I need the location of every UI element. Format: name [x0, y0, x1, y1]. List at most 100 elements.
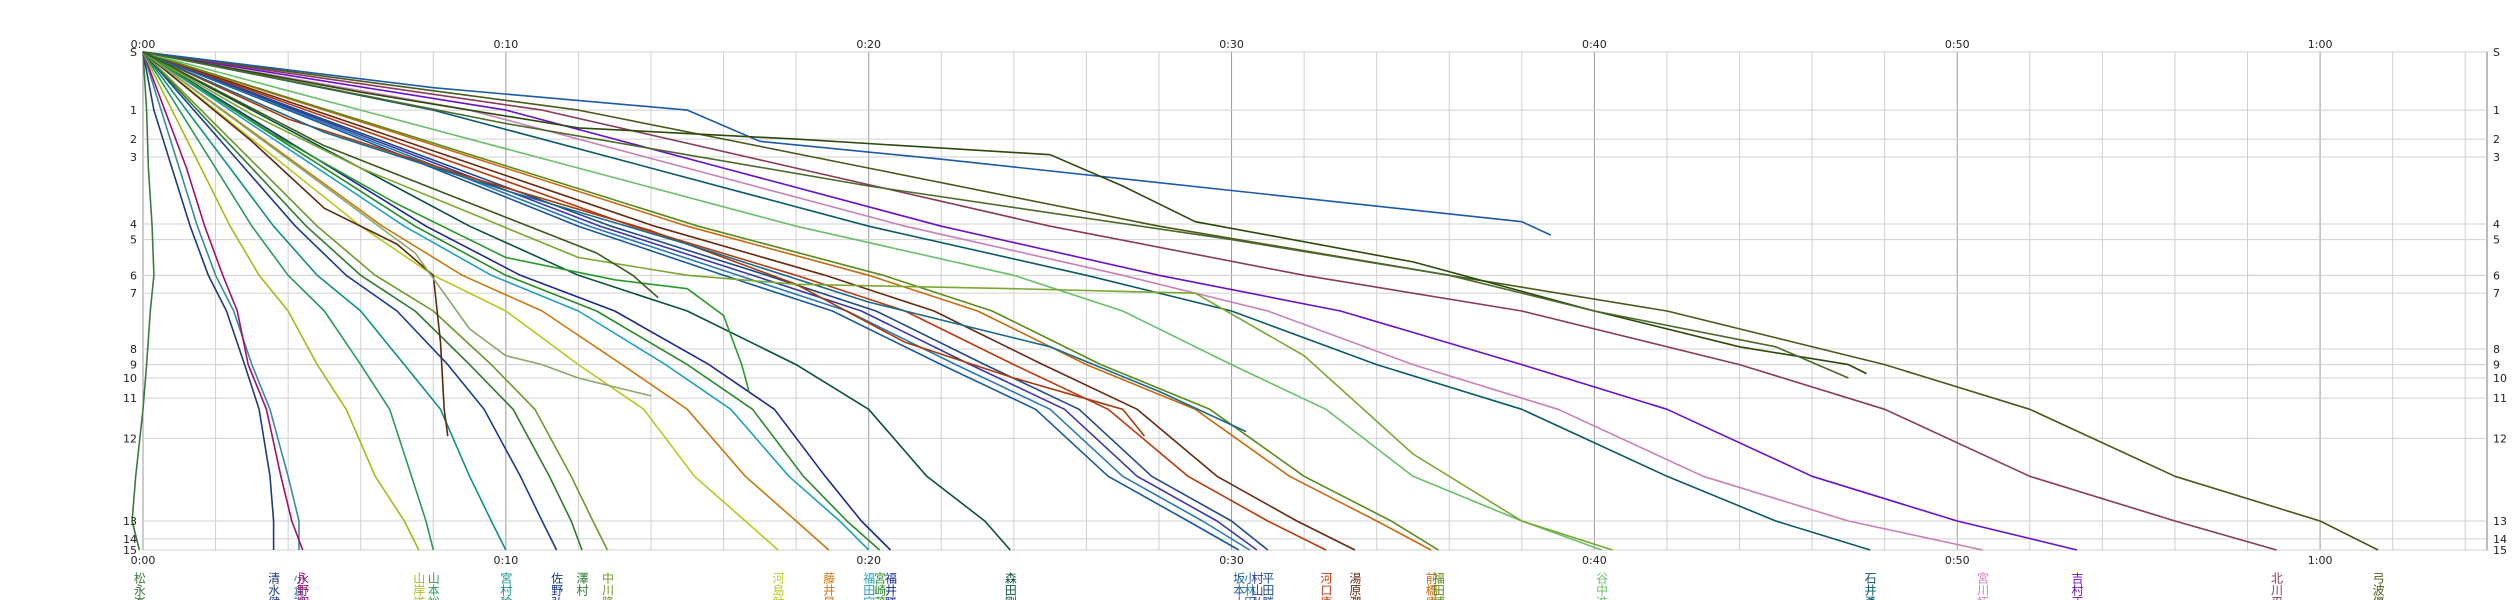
- series-line: [142, 51, 275, 550]
- series-line: [142, 51, 1247, 433]
- series-line: [142, 51, 779, 551]
- y-tick-label-left: 14: [123, 533, 137, 546]
- series-line: [142, 51, 449, 437]
- runner-label: 清水健: [267, 572, 281, 600]
- series-line: [142, 51, 1240, 551]
- series-line: [142, 51, 507, 551]
- y-tick-label-right: 3: [2493, 151, 2500, 164]
- y-tick-label-right: 9: [2493, 359, 2500, 372]
- y-tick-label-left: 8: [130, 343, 137, 356]
- series-line: [142, 51, 652, 397]
- runner-label: 宮崎茂: [873, 571, 887, 600]
- x-tick-label-top: 0:00: [131, 38, 156, 51]
- series-line: [142, 51, 1439, 551]
- y-tick-label-left: 11: [123, 392, 137, 405]
- series-line: [142, 51, 659, 299]
- x-tick-label-top: 0:50: [1945, 38, 1970, 51]
- runner-label: 宮川拓: [1976, 571, 1990, 600]
- x-tick-label-bottom: 0:30: [1219, 554, 1244, 567]
- runner-label: 福田博: [1431, 571, 1445, 600]
- runner-label: 宮村稔: [499, 571, 513, 600]
- runner-label: 坂本大: [1232, 572, 1246, 600]
- series-line: [142, 51, 2379, 551]
- series-line: [142, 51, 1356, 551]
- series-line: [142, 51, 609, 551]
- series-line: [142, 51, 304, 551]
- runner-label: 平田勝: [1261, 572, 1275, 600]
- runner-label: 藤井昇: [822, 572, 836, 600]
- series-line: [142, 51, 583, 551]
- y-tick-label-right: 8: [2493, 343, 2500, 356]
- y-tick-label-right: 11: [2493, 392, 2507, 405]
- x-tick-label-top: 0:30: [1219, 38, 1244, 51]
- y-tick-label-left: 3: [130, 151, 137, 164]
- series-lines: [131, 51, 2379, 551]
- runner-label: 吉村正: [2070, 572, 2084, 600]
- series-line: [142, 51, 420, 551]
- x-tick-label-top: 0:10: [493, 38, 518, 51]
- runner-label: 松永峯: [132, 572, 146, 600]
- runner-label: 山岸謙: [412, 572, 426, 600]
- series-line: [142, 51, 1983, 551]
- x-tick-label-top: 0:20: [856, 38, 881, 51]
- series-line: [142, 51, 1251, 551]
- series-line: [142, 51, 1867, 375]
- series-line: [142, 51, 750, 392]
- runner-label: 小倉誠: [292, 572, 306, 600]
- y-tick-label-left: 1: [130, 104, 137, 117]
- y-tick-label-right: 15: [2493, 544, 2507, 557]
- y-tick-label-right: 5: [2493, 234, 2500, 247]
- runner-label: 湯原潤: [1348, 572, 1362, 600]
- y-tick-label-left: 12: [123, 432, 137, 445]
- series-line: [142, 51, 1432, 551]
- x-tick-label-bottom: 0:10: [493, 554, 518, 567]
- y-tick-label-left: 10: [123, 372, 137, 385]
- series-line: [142, 51, 830, 551]
- series-line: [142, 51, 1269, 551]
- series-line: [142, 51, 2277, 551]
- series-line: [142, 51, 1327, 551]
- runner-label: 永野翔: [296, 572, 310, 600]
- runner-label: 前橋康: [1424, 571, 1438, 600]
- series-line: [142, 51, 1849, 379]
- y-tick-label-left: 2: [130, 133, 137, 146]
- y-tick-label-right: 10: [2493, 372, 2507, 385]
- runner-label: 村山弘: [1250, 572, 1264, 600]
- series-line: [142, 51, 870, 551]
- y-tick-label-right: 7: [2493, 287, 2500, 300]
- runner-label: 福田守: [862, 571, 876, 600]
- y-tick-label-right: 1: [2493, 104, 2500, 117]
- x-tick-label-top: 0:40: [1582, 38, 1607, 51]
- runner-label: 河島勉: [771, 572, 785, 600]
- y-tick-label-right: 2: [2493, 133, 2500, 146]
- series-line: [142, 51, 1552, 236]
- series-line: [142, 51, 435, 551]
- x-tick-label-bottom: 0:00: [131, 554, 156, 567]
- x-tick-label-top: 1:00: [2308, 38, 2333, 51]
- runner-label: 福井勝: [883, 571, 897, 600]
- y-tick-label-left: 15: [123, 544, 137, 557]
- y-tick-label-left: S: [130, 46, 137, 59]
- series-line: [142, 51, 1258, 551]
- y-tick-label-right: 12: [2493, 432, 2507, 445]
- runner-label: 石井勇: [1863, 572, 1877, 600]
- runner-label: 河口康: [1319, 572, 1333, 600]
- y-tick-label-right: S: [2493, 46, 2500, 59]
- series-line: [142, 51, 1602, 551]
- y-tick-label-right: 4: [2493, 218, 2500, 231]
- series-line: [142, 51, 1613, 551]
- series-line: [142, 51, 881, 551]
- runner-label: 佐野弘: [550, 572, 564, 600]
- series-line: [142, 51, 558, 551]
- y-tick-label-right: 6: [2493, 269, 2500, 282]
- series-line: [142, 51, 300, 550]
- x-tick-label-bottom: 0:40: [1582, 554, 1607, 567]
- x-tick-label-bottom: 0:50: [1945, 554, 1970, 567]
- y-tick-label-right: 13: [2493, 515, 2507, 528]
- x-tick-label-bottom: 0:20: [856, 554, 881, 567]
- x-tick-label-bottom: 1:00: [2308, 554, 2333, 567]
- y-tick-label-left: 4: [130, 218, 137, 231]
- runner-label: 北川忍: [2270, 572, 2284, 600]
